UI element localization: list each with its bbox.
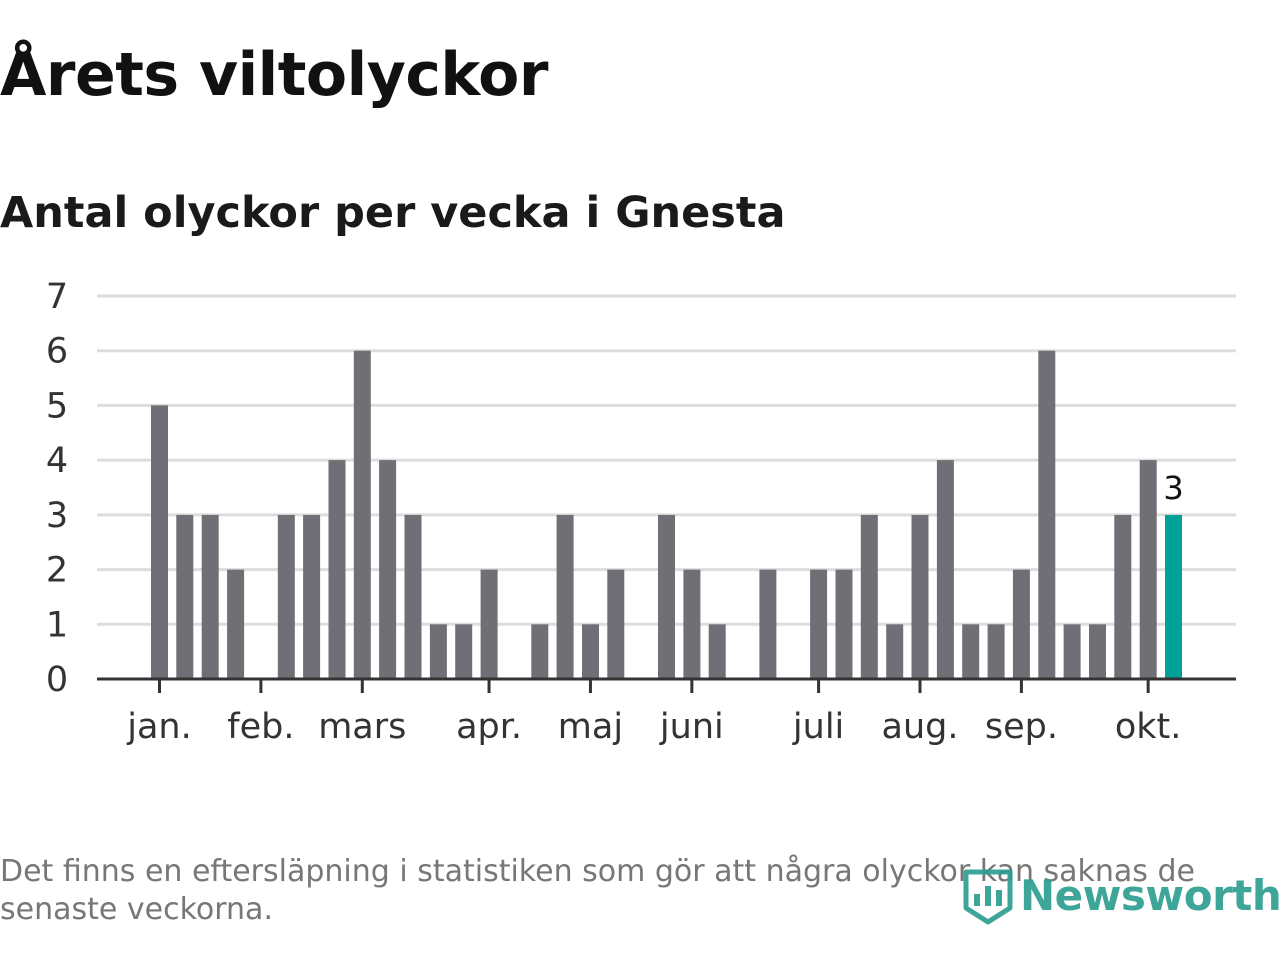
bar-chart-shield-icon: [963, 869, 1013, 925]
bar: [759, 569, 777, 679]
x-tick-label: feb.: [227, 707, 294, 747]
bar: [708, 624, 726, 679]
y-tick-label: 1: [46, 605, 68, 645]
x-tick-label: okt.: [1115, 707, 1182, 747]
y-tick-label: 4: [46, 441, 68, 481]
x-tick-label: jan.: [126, 707, 191, 747]
bar: [404, 514, 422, 679]
bar: [1139, 460, 1157, 679]
bar: [303, 514, 321, 679]
brand-logo: Newsworthy: [962, 860, 1280, 930]
bar: [658, 514, 675, 679]
bar: [683, 569, 701, 679]
bar: [886, 624, 904, 679]
y-tick-label: 2: [46, 551, 68, 591]
bar: [1038, 350, 1056, 679]
bar: [227, 569, 245, 679]
chart-title: Årets viltolyckor: [0, 40, 549, 110]
bar: [379, 460, 397, 679]
x-tick-label: aug.: [882, 707, 959, 747]
y-tick-label: 5: [46, 386, 68, 426]
bar: [480, 569, 498, 679]
x-tick-label: juni: [659, 707, 724, 747]
bar: [936, 460, 954, 679]
bar: [835, 569, 853, 679]
chart-subtitle: Antal olyckor per vecka i Gnesta: [0, 188, 786, 238]
bar: [328, 460, 346, 679]
bar: [1063, 624, 1081, 679]
bars: [151, 350, 1182, 679]
x-axis-ticks: jan. feb. mars apr. maj juni juli aug. sep. okt.: [126, 679, 1181, 747]
x-tick-label: sep.: [985, 707, 1058, 747]
bar-highlight: [1165, 514, 1182, 679]
bar: [429, 624, 447, 679]
x-tick-label: maj: [558, 707, 623, 747]
data-labels: 3: [1163, 469, 1183, 507]
bar: [582, 624, 599, 679]
brand-name: Newsworthy: [1020, 870, 1280, 920]
bar: [201, 514, 219, 679]
data-label: 3: [1163, 469, 1183, 507]
x-tick-label: apr.: [456, 707, 522, 747]
bar: [987, 624, 1005, 679]
bar: [962, 624, 980, 679]
bar: [151, 405, 168, 679]
y-tick-label: 0: [46, 660, 68, 700]
bar: [1089, 624, 1106, 679]
y-tick-label: 6: [46, 332, 68, 372]
bar: [1012, 569, 1030, 679]
bar: [860, 514, 878, 679]
bar: [353, 350, 371, 679]
y-tick-label: 7: [46, 277, 68, 317]
bar: [176, 514, 194, 679]
bar: [607, 569, 625, 679]
y-axis-tick-labels: 0 1 2 3 4 5 6 7: [46, 277, 68, 700]
bar: [556, 514, 574, 679]
bar: [1114, 514, 1132, 679]
bar: [277, 514, 295, 679]
x-tick-label: mars: [318, 707, 406, 747]
bar: [911, 514, 929, 679]
x-tick-label: juli: [792, 707, 844, 747]
bar: [810, 569, 828, 679]
y-tick-label: 3: [46, 496, 68, 536]
bar: [531, 624, 549, 679]
bar: [455, 624, 473, 679]
